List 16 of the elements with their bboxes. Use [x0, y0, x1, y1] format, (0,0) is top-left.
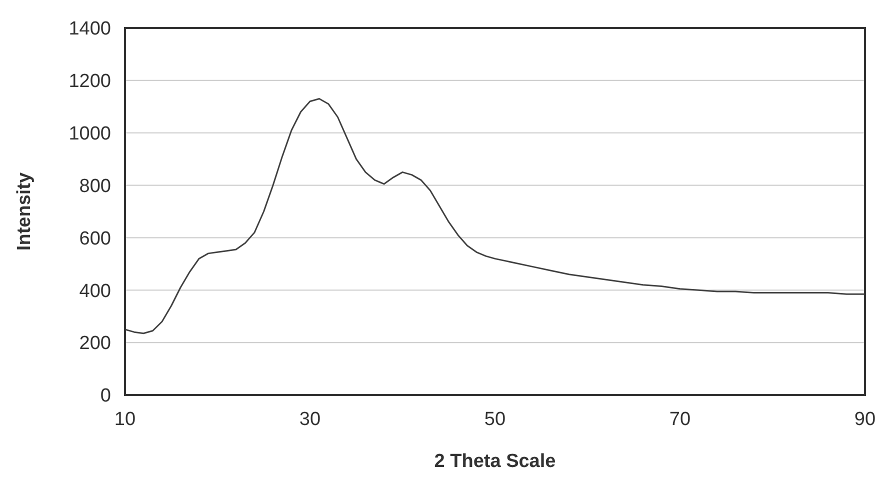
- y-tick-label: 400: [79, 280, 111, 302]
- y-tick-label: 200: [79, 333, 111, 354]
- x-tick-label: 90: [854, 409, 876, 430]
- x-tick-label: 70: [669, 409, 691, 430]
- line-series: [124, 98, 866, 334]
- y-tick-label: 1000: [68, 124, 111, 145]
- y-axis-title: Intensity: [14, 172, 35, 251]
- x-tick-label: 10: [114, 409, 136, 430]
- y-tick-label: 1200: [68, 71, 111, 92]
- x-tick-label: 30: [299, 409, 321, 430]
- y-tick-label: 600: [79, 228, 111, 250]
- x-tick-label: 50: [484, 409, 506, 430]
- y-tick-label: 1400: [68, 18, 111, 40]
- y-tick-label: 0: [100, 386, 111, 407]
- x-axis-title: 2 Theta Scale: [434, 451, 556, 472]
- y-tick-label: 800: [79, 176, 111, 197]
